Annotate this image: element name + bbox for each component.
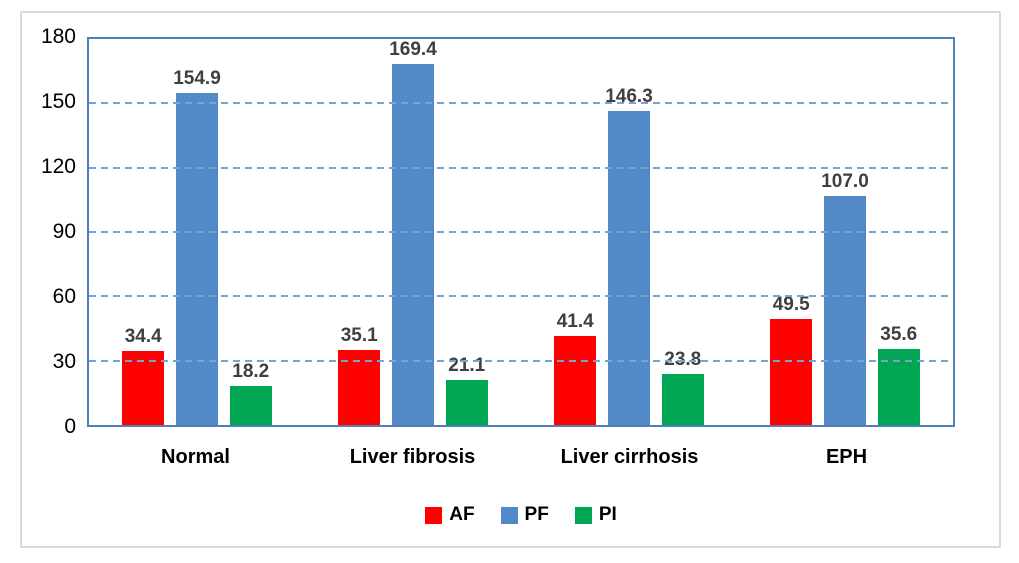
bar-af <box>770 318 813 425</box>
legend: AF PF PI <box>87 504 955 526</box>
y-tick-label: 120 <box>40 154 76 178</box>
data-label: 107.0 <box>821 170 869 192</box>
legend-label-pf: PF <box>524 504 549 525</box>
y-tick-label: 0 <box>64 415 76 438</box>
data-label: 146.3 <box>605 86 653 108</box>
y-tick-label: 180 <box>40 25 76 48</box>
bar-group: 49.5 107.0 35.6 <box>737 39 953 425</box>
data-label: 21.1 <box>448 354 486 376</box>
bar-af <box>554 336 597 425</box>
legend-item-pi: PI <box>574 504 617 526</box>
bar-pi <box>877 348 920 425</box>
bar-cell: 35.6 <box>877 39 920 425</box>
data-label: 23.8 <box>664 348 702 370</box>
bar-cell: 49.5 <box>770 39 813 425</box>
legend-label-af: AF <box>449 504 475 525</box>
bar-pi <box>229 385 272 425</box>
bar-cell: 35.1 <box>338 39 381 425</box>
bar-af <box>122 351 165 425</box>
x-axis: Normal Liver fibrosis Liver cirrhosis EPH <box>87 446 955 469</box>
data-label: 41.4 <box>556 311 594 333</box>
y-tick-label: 90 <box>52 220 76 243</box>
y-tick-label: 30 <box>52 350 76 373</box>
data-label: 35.1 <box>340 324 378 346</box>
bar-pi <box>445 379 488 425</box>
bar-groups: 34.4 154.9 18.2 35.1 169.4 21.1 41.4 146.3 23.8 4… <box>89 39 953 425</box>
legend-swatch-af <box>425 506 443 524</box>
y-axis: 0 30 60 90 120 150 180 <box>22 25 76 438</box>
bar-af <box>338 349 381 425</box>
category-label: EPH <box>825 446 868 468</box>
bar-cell: 107.0 <box>821 39 869 425</box>
bar-pf <box>607 111 650 425</box>
category-label: Normal <box>161 446 230 468</box>
bar-pi <box>661 373 704 425</box>
bar-cell: 34.4 <box>122 39 165 425</box>
bar-pf <box>391 64 434 425</box>
plot-area: 34.4 154.9 18.2 35.1 169.4 21.1 41.4 146.3 23.8 4… <box>87 37 955 427</box>
data-label: 18.2 <box>232 360 270 382</box>
bar-group: 34.4 154.9 18.2 <box>89 39 305 425</box>
legend-item-af: AF <box>425 504 475 526</box>
data-label: 35.6 <box>880 323 918 345</box>
bar-cell: 41.4 <box>554 39 597 425</box>
bar-cell: 21.1 <box>445 39 488 425</box>
data-label: 154.9 <box>173 67 221 89</box>
legend-swatch-pf <box>500 506 518 524</box>
data-label: 34.4 <box>124 326 162 348</box>
data-label: 169.4 <box>389 39 437 60</box>
data-label: 49.5 <box>772 293 810 315</box>
category-label: Liver cirrhosis <box>560 446 699 468</box>
bar-cell: 23.8 <box>661 39 704 425</box>
legend-label-pi: PI <box>598 504 617 525</box>
bar-group: 35.1 169.4 21.1 <box>305 39 521 425</box>
y-tick-label: 150 <box>40 89 76 113</box>
bar-cell: 169.4 <box>389 39 437 425</box>
bar-pf <box>823 195 866 425</box>
category-label: Liver fibrosis <box>349 446 476 468</box>
bar-cell: 154.9 <box>173 39 221 425</box>
chart-figure: 0 30 60 90 120 150 180 34.4 154.9 18.2 35.1 169.4 2… <box>20 11 1001 548</box>
bar-cell: 18.2 <box>229 39 272 425</box>
y-tick-label: 60 <box>52 284 76 308</box>
bar-cell: 146.3 <box>605 39 653 425</box>
legend-swatch-pi <box>574 506 592 524</box>
legend-item-pf: PF <box>500 504 549 526</box>
bar-group: 41.4 146.3 23.8 <box>521 39 737 425</box>
bar-pf <box>175 92 218 425</box>
